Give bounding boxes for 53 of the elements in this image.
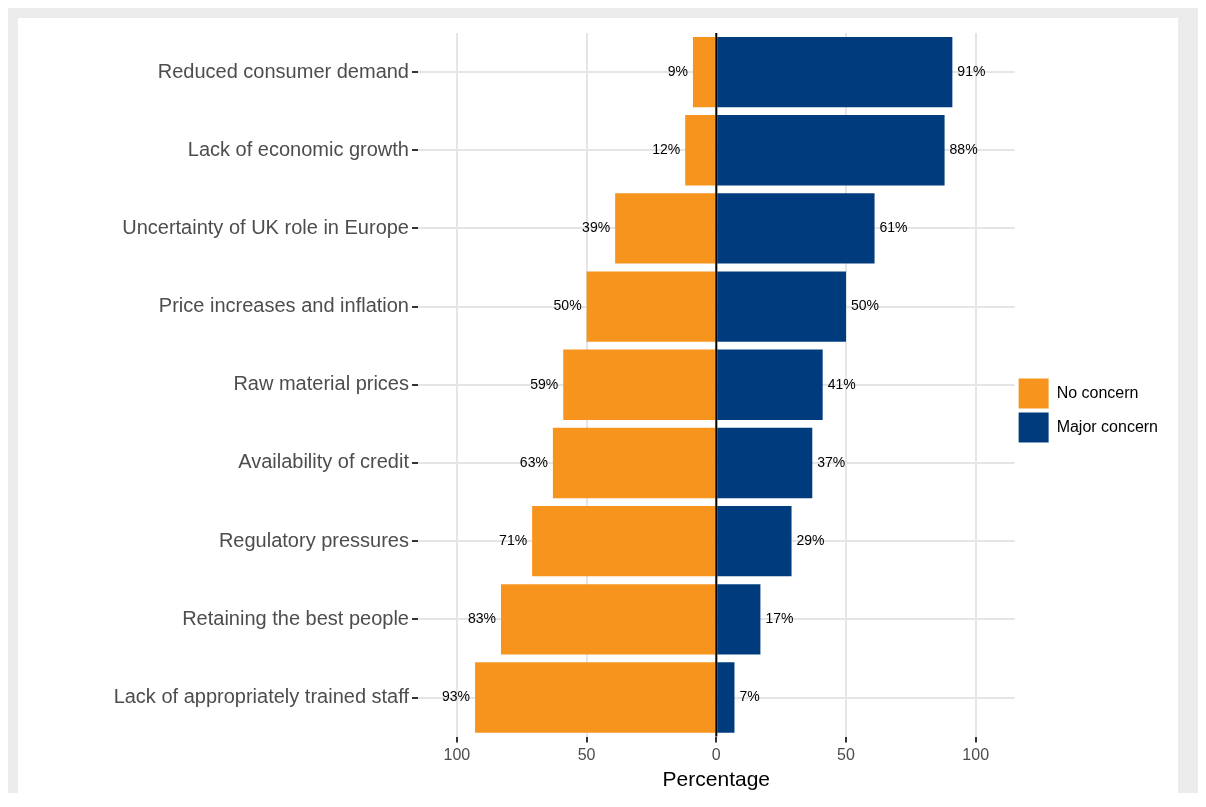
bar (685, 115, 716, 186)
bar (717, 505, 792, 577)
bar (552, 427, 716, 499)
y-tick-label: Reduced consumer demand (157, 59, 409, 82)
data-label: 37% (817, 453, 846, 470)
data-label: 59% (530, 375, 559, 392)
bar (586, 271, 716, 342)
data-label: 50% (851, 297, 880, 314)
y-tick-label: Lack of appropriately trained staff (113, 685, 410, 708)
data-label: 41% (827, 375, 856, 392)
bar (692, 36, 716, 108)
legend-label: Major concern (1056, 417, 1158, 435)
data-label: 63% (519, 453, 548, 470)
y-tick-label: Lack of economic growth (187, 137, 409, 160)
x-tick-label: 100 (962, 745, 990, 763)
y-tick-label: Uncertainty of UK role in Europe (122, 215, 409, 238)
data-label: 29% (796, 532, 825, 549)
bar (717, 662, 735, 733)
data-label: 71% (499, 532, 528, 549)
data-label: 50% (553, 297, 582, 314)
bar (717, 349, 823, 420)
y-tick-label: Retaining the best people (182, 606, 409, 629)
data-label: 7% (739, 688, 760, 705)
bar (563, 349, 716, 420)
bar (717, 193, 875, 264)
x-tick-label: 50 (577, 745, 596, 763)
data-label: 88% (949, 141, 978, 158)
data-label: 93% (442, 688, 471, 705)
x-tick-label: 100 (443, 745, 471, 763)
data-label: 61% (879, 219, 908, 236)
y-tick-label: Raw material prices (233, 372, 409, 395)
bar (532, 505, 716, 577)
data-label: 39% (582, 219, 611, 236)
data-label: 83% (467, 610, 497, 627)
bar (717, 584, 761, 655)
x-tick-label: 0 (711, 745, 721, 763)
y-tick-label: Availability of credit (238, 450, 410, 473)
legend-label: No concern (1056, 383, 1139, 401)
data-label: 9% (667, 62, 688, 79)
bar (717, 36, 953, 108)
bar (717, 115, 945, 186)
bar (501, 584, 716, 655)
data-label: 12% (652, 141, 681, 158)
bar (717, 427, 813, 499)
x-tick-label: 50 (837, 745, 856, 763)
data-label: 91% (957, 62, 986, 79)
bar (717, 271, 847, 342)
data-label: 17% (765, 610, 794, 627)
y-tick-label: Price increases and inflation (158, 294, 409, 317)
x-axis-title: Percentage (662, 767, 771, 791)
bar (615, 193, 716, 264)
y-tick-label: Regulatory pressures (218, 528, 409, 551)
bar (475, 662, 716, 733)
